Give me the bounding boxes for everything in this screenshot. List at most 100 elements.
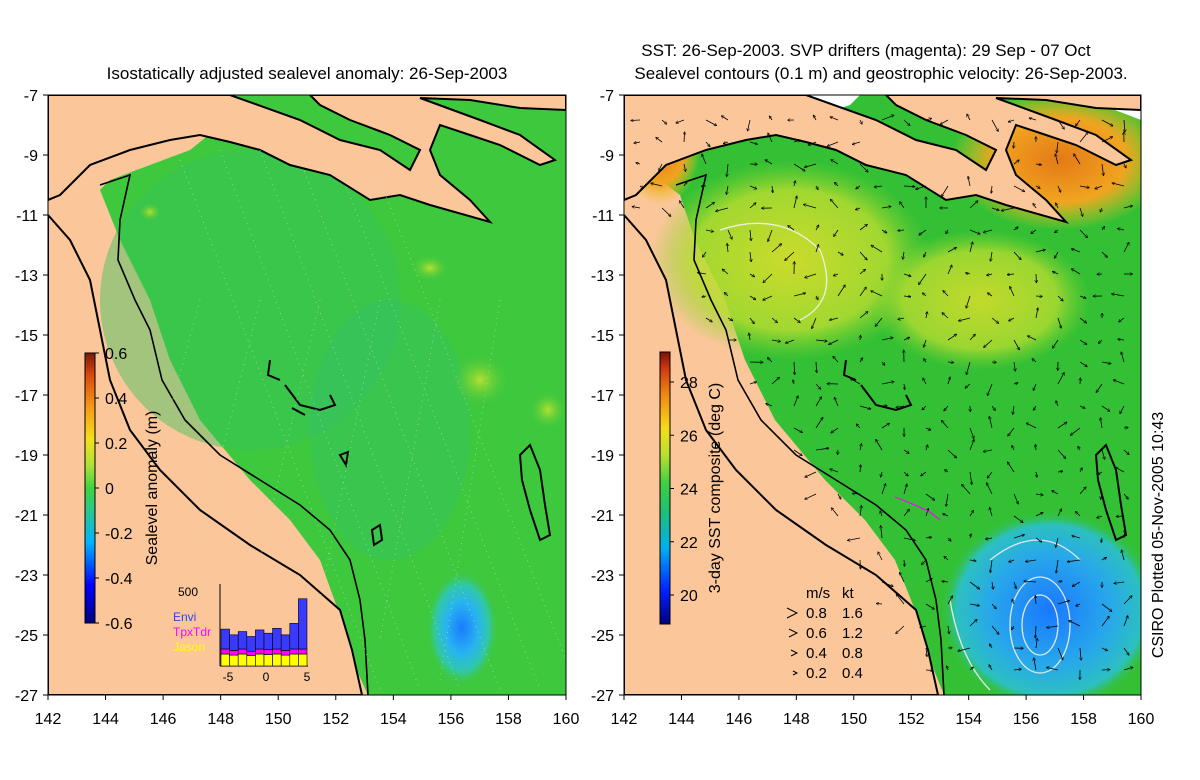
velocity-arrow: [1101, 537, 1102, 542]
velocity-arrow: [943, 291, 949, 297]
right-lat-tick-label: -11: [592, 208, 614, 225]
velocity-arrow: [722, 116, 729, 121]
velocity-arrow: [1031, 229, 1037, 233]
velocity-arrow: [1057, 601, 1069, 605]
velocity-arrow: [1101, 557, 1106, 561]
histogram-bar-jason: [280, 654, 291, 667]
velocity-arrow: [991, 405, 995, 410]
velocity-legend-arrow: [788, 628, 799, 638]
velocity-arrow: [989, 665, 993, 671]
velocity-arrow: [1047, 667, 1059, 671]
velocity-arrow: [966, 295, 971, 308]
velocity-legend-ms: 0.8: [806, 605, 827, 622]
velocity-arrow: [793, 293, 806, 297]
velocity-arrow: [926, 445, 928, 451]
velocity-arrow: [1113, 380, 1125, 385]
velocity-arrow: [786, 339, 795, 343]
velocity-arrow: [651, 183, 663, 187]
velocity-arrow: [969, 201, 978, 209]
velocity-arrow: [1056, 559, 1059, 573]
histogram-bar-envi: [280, 634, 291, 651]
velocity-arrow: [969, 510, 974, 517]
velocity-arrow: [969, 471, 972, 484]
velocity-arrow: [903, 273, 911, 276]
velocity-arrow: [1101, 361, 1111, 364]
histogram-bar-tpxtdr: [255, 648, 265, 655]
velocity-arrow: [860, 444, 862, 451]
velocity-arrow: [1079, 185, 1089, 188]
velocity-arrow: [1079, 317, 1086, 323]
velocity-arrow: [1112, 183, 1125, 187]
velocity-arrow: [991, 603, 996, 609]
velocity-arrow: [1028, 336, 1037, 341]
velocity-arrow: [1079, 487, 1086, 495]
left-histogram-inset: 500 Envi TpxTdr Jason -5 0 5: [173, 584, 311, 684]
velocity-arrow: [859, 405, 871, 409]
right-warm-zone-2: [870, 230, 1090, 370]
velocity-arrow: [925, 118, 932, 120]
velocity-arrow: [816, 295, 818, 300]
velocity-arrow: [815, 397, 822, 407]
velocity-arrow: [987, 471, 993, 478]
velocity-arrow: [1055, 154, 1059, 165]
velocity-arrow: [942, 421, 949, 429]
velocity-arrow: [661, 119, 667, 124]
velocity-arrow: [1076, 604, 1081, 606]
velocity-arrow: [1079, 295, 1086, 298]
velocity-arrow: [988, 293, 993, 297]
velocity-arrow: [1013, 251, 1021, 260]
histogram-bar-envi: [289, 623, 299, 650]
velocity-arrow: [948, 625, 949, 634]
velocity-arrow: [1008, 120, 1015, 122]
velocity-arrow: [804, 204, 817, 209]
velocity-arrow: [1013, 405, 1014, 414]
plot-credit: CSIRO Plotted 05-Nov-2005 10:43: [1150, 412, 1167, 658]
velocity-arrow: [1121, 352, 1125, 363]
velocity-arrow: [896, 406, 905, 408]
left-lon-tick-label: 154: [380, 711, 407, 728]
velocity-arrow: [1026, 559, 1037, 562]
velocity-arrow: [830, 199, 839, 209]
histogram-bar-jason: [229, 654, 239, 667]
velocity-legend-header-ms: m/s: [806, 585, 830, 602]
velocity-arrow: [969, 560, 976, 561]
velocity-arrow: [815, 225, 819, 231]
velocity-arrow: [924, 251, 927, 257]
velocity-arrow: [1112, 294, 1125, 297]
velocity-arrow: [969, 334, 975, 341]
right-lon-tick-label: 156: [1013, 711, 1040, 728]
velocity-arrow: [923, 293, 927, 297]
velocity-arrow: [991, 119, 998, 131]
velocity-legend-kt: 0.8: [842, 645, 863, 662]
velocity-arrow: [871, 291, 883, 297]
velocity-arrow: [749, 382, 756, 385]
velocity-arrow: [990, 644, 993, 649]
velocity-arrow: [1026, 423, 1037, 429]
velocity-arrow: [991, 625, 999, 634]
velocity-arrow: [749, 317, 754, 324]
right-colorbar-label: 3-day SST composite (deg C): [707, 383, 724, 593]
right-reef-2: [1094, 443, 1128, 542]
velocity-arrow: [1052, 491, 1059, 495]
velocity-arrow: [1013, 493, 1018, 504]
right-lat-tick-label: -15: [591, 328, 614, 345]
left-lat-tick-label: -25: [15, 628, 38, 645]
histogram-bar-tpxtdr: [246, 650, 256, 656]
histogram-bar-jason: [237, 653, 248, 667]
velocity-arrow: [726, 185, 728, 194]
velocity-arrow: [903, 537, 915, 540]
velocity-arrow: [832, 508, 839, 517]
velocity-arrow: [1014, 141, 1015, 148]
velocity-arrow: [986, 538, 993, 539]
velocity-arrow: [661, 207, 671, 216]
left-sea-area: [100, 95, 566, 695]
histogram-bar-envi: [298, 598, 308, 650]
velocity-arrow: [848, 537, 861, 540]
velocity-arrow: [705, 202, 714, 209]
left-reef-2: [518, 443, 552, 542]
velocity-arrow: [1057, 373, 1064, 385]
velocity-arrow: [969, 603, 979, 606]
velocity-arrow: [925, 578, 932, 583]
velocity-arrow: [1013, 581, 1016, 589]
left-map-title: Isostatically adjusted sealevel anomaly:…: [107, 64, 508, 83]
